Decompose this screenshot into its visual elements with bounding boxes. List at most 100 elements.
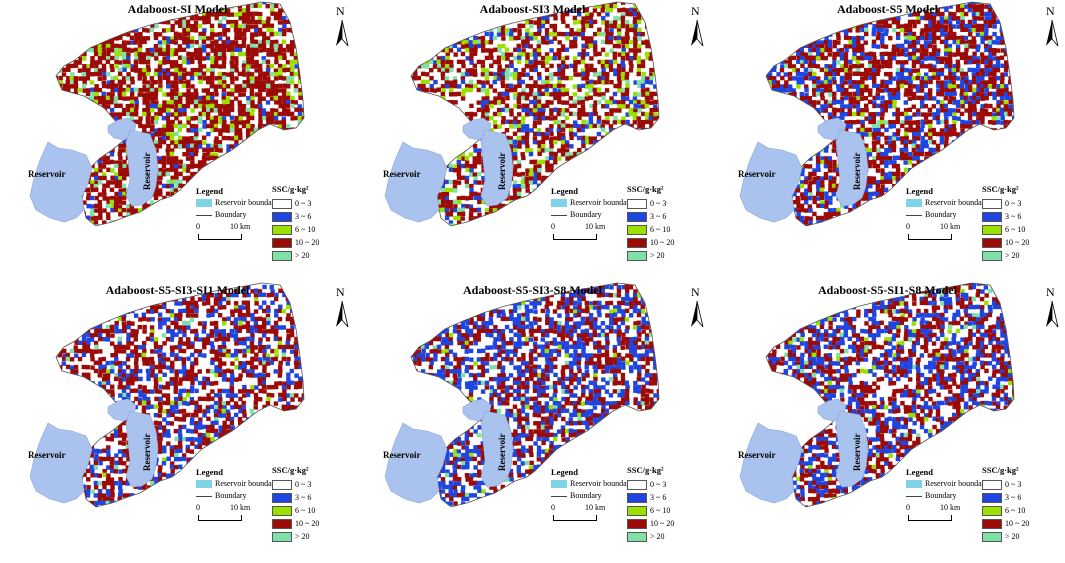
ssc-cell (484, 72, 490, 77)
ssc-cell (545, 80, 550, 85)
ssc-cell (253, 156, 259, 161)
ssc-cell (185, 28, 191, 33)
ssc-cell (186, 56, 191, 61)
ssc-cell (468, 84, 474, 89)
ssc-cell (553, 115, 558, 120)
ssc-cell (217, 19, 223, 25)
ssc-cell (77, 68, 83, 73)
ssc-cell (122, 96, 127, 101)
ssc-cell (553, 120, 558, 125)
ssc-cell (262, 123, 267, 129)
ssc-cell (262, 143, 267, 149)
ssc-cell (516, 43, 521, 49)
ssc-cell (452, 184, 458, 189)
ssc-cell (254, 51, 259, 57)
ssc-cell (629, 140, 634, 145)
ssc-cell (441, 195, 446, 201)
ssc-cell (113, 83, 119, 88)
ssc-cell (209, 44, 215, 49)
ssc-cell (142, 67, 147, 73)
ssc-cell (465, 140, 470, 145)
ssc-cell (537, 115, 542, 121)
ssc-cell (189, 39, 194, 45)
ssc-cell (632, 36, 638, 41)
ssc-cell (56, 40, 59, 45)
ssc-cell (444, 64, 450, 69)
ssc-cell (101, 67, 107, 73)
ssc-cell (517, 216, 522, 221)
ssc-cell (153, 95, 158, 101)
ssc-cell (246, 44, 251, 49)
ssc-cell (600, 183, 606, 189)
ssc-cell (589, 103, 594, 109)
ssc-cell (98, 228, 102, 232)
ssc-cell (170, 160, 175, 165)
ssc-cell (293, 100, 298, 105)
ssc-cell (640, 100, 646, 105)
ssc-cell (516, 204, 522, 209)
ssc-cell (186, 188, 191, 193)
ssc-cell (269, 91, 275, 97)
ssc-swatch (272, 238, 292, 249)
ssc-cell (569, 172, 574, 177)
ssc-cell (480, 80, 486, 85)
ssc-cell (189, 92, 195, 97)
ssc-cell (412, 32, 417, 37)
ssc-cell (278, 72, 283, 77)
ssc-cell (529, 24, 534, 29)
ssc-cell (254, 28, 259, 33)
ssc-cell (480, 103, 486, 109)
ssc-cell (448, 131, 454, 136)
ssc-cell (504, 207, 510, 213)
ssc-cell (90, 56, 95, 61)
ssc-cell (413, 140, 418, 145)
ssc-cell (489, 55, 494, 60)
ssc-cell (234, 56, 239, 61)
ssc-cell (440, 91, 446, 97)
ssc-cell (113, 207, 119, 213)
ssc-cell (605, 39, 610, 45)
ssc-cell (217, 52, 223, 57)
ssc-cell (145, 103, 150, 109)
ssc-cell (281, 111, 287, 116)
ssc-cell (568, 176, 574, 181)
ssc-cell (142, 212, 147, 217)
ssc-cell (420, 112, 426, 117)
ssc-cell (190, 24, 195, 29)
ssc-cell (544, 208, 550, 213)
ssc-cell (481, 67, 486, 73)
ssc-cell (628, 167, 634, 173)
ssc-cell (544, 28, 550, 33)
ssc-cell (605, 115, 610, 121)
ssc-cell (118, 168, 123, 173)
ssc-cell (254, 76, 259, 81)
ssc-cell (177, 223, 182, 226)
ssc-cell (529, 52, 534, 57)
ssc-cell (61, 100, 67, 105)
ssc-cell (560, 12, 565, 17)
ssc-cell (489, 115, 494, 121)
ssc-cell (465, 19, 470, 25)
ssc-cell (169, 208, 175, 213)
ssc-cell (238, 16, 243, 21)
ssc-cell (572, 176, 578, 181)
ssc-cell (242, 36, 247, 41)
ssc-cell (589, 63, 594, 69)
ssc-cell (525, 128, 530, 133)
ssc-cell (444, 148, 450, 153)
ssc-cell (234, 143, 239, 149)
ssc-cell (656, 88, 659, 93)
ssc-cell (541, 103, 546, 109)
ssc-cell (110, 79, 115, 85)
ssc-cell (411, 115, 414, 120)
ssc-cell (581, 139, 586, 145)
ssc-cell (173, 179, 178, 184)
ssc-cell (177, 55, 183, 60)
ssc-cell (50, 60, 54, 64)
ssc-cell (158, 192, 163, 197)
ssc-cell (101, 95, 106, 101)
ssc-cell (242, 143, 247, 148)
ssc-cell (177, 120, 183, 125)
ssc-cell (97, 68, 103, 73)
ssc-cell (521, 91, 526, 97)
